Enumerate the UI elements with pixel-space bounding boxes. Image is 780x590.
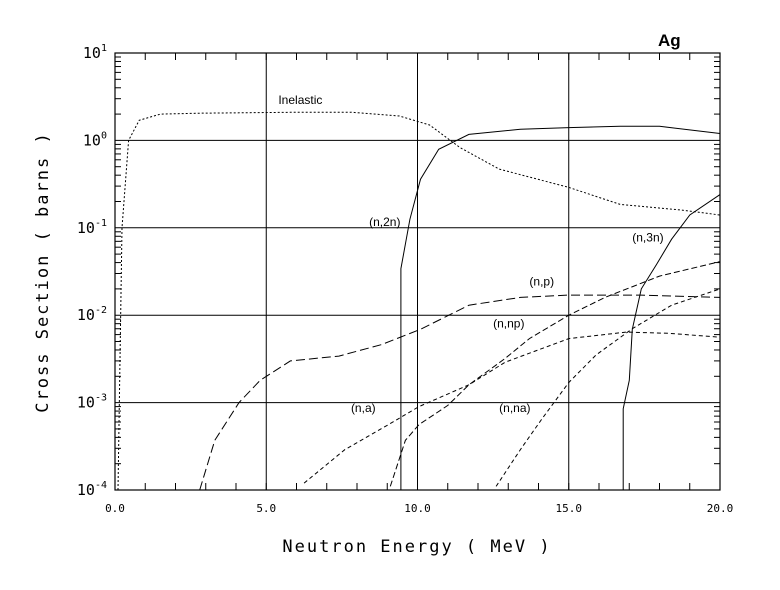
series-line-nna <box>495 288 721 487</box>
series-label: (n,2n) <box>369 215 400 229</box>
tick-labels: 0.0 5.0 10.0 15.0 20.0 101 100 10-1 10-2 10-3 10-4 <box>77 43 733 515</box>
series-label: (n,p) <box>529 274 554 288</box>
y-axis-label: Cross Section ( barns ) <box>33 131 53 412</box>
grid-lines <box>115 53 720 490</box>
y-tick-label: 10-3 <box>77 393 107 412</box>
series-label: (n,np) <box>493 317 524 331</box>
y-tick-label: 10-4 <box>77 480 107 499</box>
x-tick-label: 5.0 <box>256 502 276 515</box>
y-tick-label: 10-1 <box>77 218 107 237</box>
minor-ticks <box>115 53 720 490</box>
x-tick-label: 20.0 <box>707 502 734 515</box>
x-tick-label: 10.0 <box>404 502 431 515</box>
series-label: (n,a) <box>351 401 376 415</box>
series-label: Inelastic <box>278 93 322 107</box>
y-tick-label: 101 <box>83 43 107 62</box>
plot-frame <box>114 52 721 491</box>
series-line-nnp <box>389 261 721 487</box>
series-line-inelastic <box>117 111 721 491</box>
series-line-na <box>303 331 721 484</box>
x-tick-label: 0.0 <box>105 502 125 515</box>
x-axis-label: Neutron Energy ( MeV ) <box>282 537 551 557</box>
series-lines: Inelastic (n,2n) (n,3n) (n,p) (n,np) (n,a) (n,… <box>117 93 721 491</box>
series-line-n2n <box>400 125 721 490</box>
series-line-n3n <box>622 194 721 490</box>
series-label: (n,na) <box>499 401 530 415</box>
y-tick-label: 100 <box>83 130 107 149</box>
chart-title: Ag <box>658 31 681 50</box>
series-label: (n,3n) <box>632 230 663 244</box>
series-line-np <box>199 294 721 491</box>
x-tick-label: 15.0 <box>556 502 583 515</box>
y-tick-label: 10-2 <box>77 305 107 324</box>
